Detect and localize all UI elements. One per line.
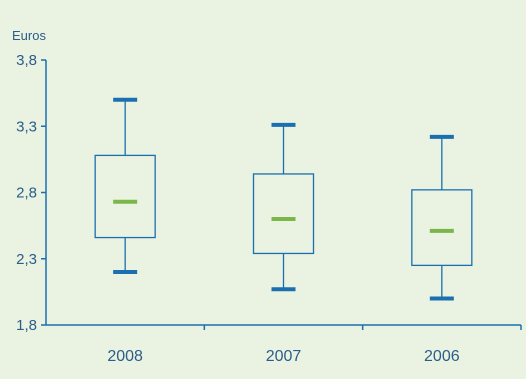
box-2007 (252, 122, 315, 292)
x-axis: 2008 2007 2006 (46, 324, 522, 365)
box-2006 (411, 134, 473, 301)
y-tick-label: 2,8 (16, 185, 37, 202)
box-series (94, 97, 473, 301)
box-rect (411, 189, 473, 267)
y-axis: 1,8 2,3 2,8 3,3 3,8 (16, 52, 47, 334)
x-tick-label: 2007 (266, 348, 302, 365)
box-rect (252, 173, 315, 255)
y-tick-label: 1,8 (16, 317, 37, 334)
x-tick-label: 2006 (424, 348, 460, 365)
x-tick-label: 2008 (107, 348, 143, 365)
y-axis-title: Euros (12, 28, 46, 43)
y-tick-label: 2,3 (16, 251, 37, 268)
y-tick-label: 3,8 (16, 52, 37, 69)
y-tick-label: 3,3 (16, 118, 37, 135)
box-rect (94, 154, 156, 239)
box-2008 (94, 97, 156, 274)
